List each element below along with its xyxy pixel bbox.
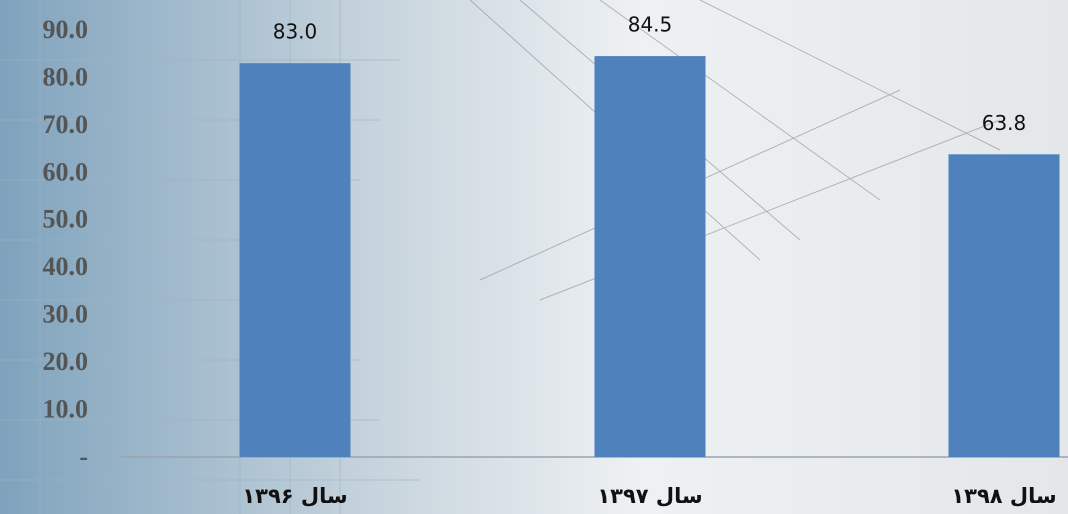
y-tick-label: 40.0 bbox=[43, 252, 89, 281]
x-tick-label: سال ۱۳۹۸ bbox=[951, 484, 1056, 508]
y-tick-label: 60.0 bbox=[43, 157, 89, 186]
y-tick-label: 80.0 bbox=[43, 62, 89, 91]
bar bbox=[239, 63, 351, 457]
y-tick-label: - bbox=[79, 442, 88, 471]
bar bbox=[948, 154, 1060, 457]
y-tick-label: 90.0 bbox=[43, 15, 89, 44]
value-label: 84.5 bbox=[628, 13, 673, 37]
x-tick-label: سال ۱۳۹۶ bbox=[242, 484, 347, 508]
y-tick-label: 50.0 bbox=[43, 205, 89, 234]
x-tick-label: سال ۱۳۹۷ bbox=[597, 484, 702, 508]
value-label: 83.0 bbox=[273, 20, 318, 44]
bar bbox=[594, 56, 706, 457]
y-tick-label: 30.0 bbox=[43, 300, 89, 329]
y-tick-label: 20.0 bbox=[43, 347, 89, 376]
y-tick-label: 10.0 bbox=[43, 395, 89, 424]
y-tick-label: 70.0 bbox=[43, 110, 89, 139]
value-label: 63.8 bbox=[982, 111, 1027, 135]
